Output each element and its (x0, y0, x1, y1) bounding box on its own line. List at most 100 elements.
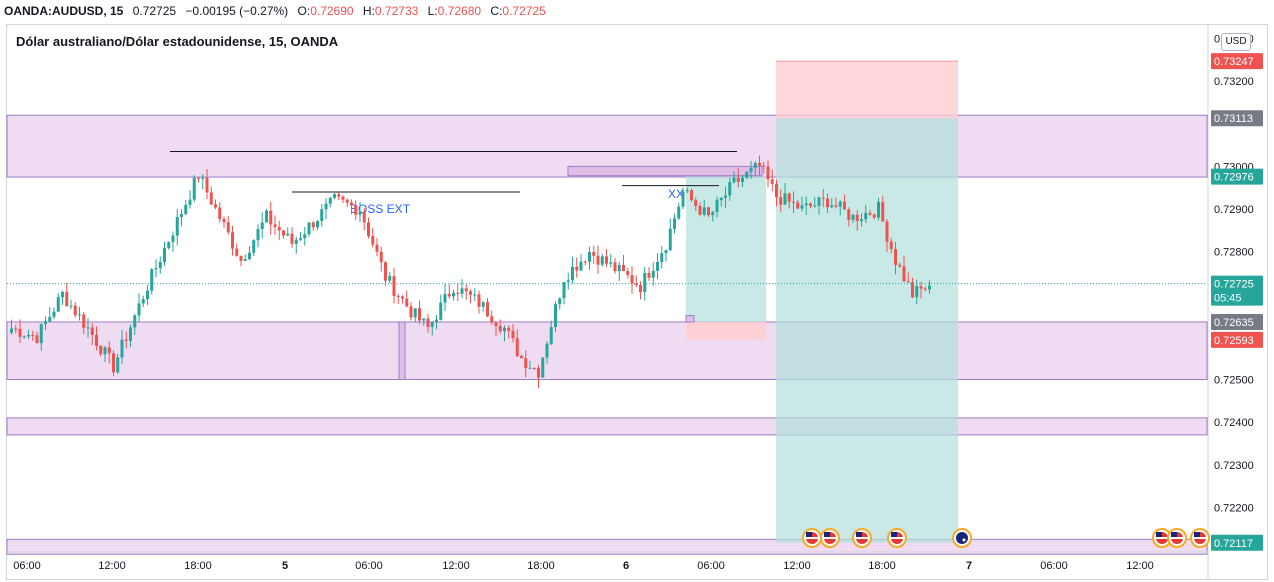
supply-demand-zone (6, 321, 1208, 381)
candle-body (384, 262, 387, 281)
candle-body (35, 335, 39, 344)
candle-body (728, 182, 732, 196)
us-flag-stripe (1171, 537, 1183, 539)
supply-demand-zone (6, 538, 1208, 555)
price-tag-label: 0.73247 (1214, 56, 1254, 68)
time-tick-label: 12:00 (1126, 560, 1154, 572)
candle-body (188, 199, 192, 205)
candle-body (86, 327, 90, 329)
candle-body (566, 280, 570, 283)
candle-body (613, 262, 617, 272)
candle-body (290, 233, 294, 244)
candle-body (367, 222, 370, 236)
candle-body (575, 266, 579, 271)
currency-button[interactable]: USD (1221, 33, 1251, 51)
short-position-stop-zone[interactable] (776, 61, 958, 119)
candle-body (783, 193, 787, 205)
candle-body (677, 206, 681, 219)
candle-body (622, 265, 625, 272)
price-tick-label: 0.72800 (1214, 247, 1254, 259)
long-position-target-zone[interactable] (776, 118, 958, 543)
candle-body (158, 262, 162, 269)
price-tick-label: 0.72300 (1214, 460, 1254, 472)
candle-body (379, 251, 383, 263)
candle-body (715, 200, 719, 212)
candle-body (82, 314, 86, 328)
candle-body (741, 177, 744, 182)
low-value: 0.72680 (437, 4, 482, 18)
candle-body (588, 251, 591, 262)
candle-body (711, 211, 715, 216)
candle-body (664, 250, 668, 254)
symbol-name[interactable]: OANDA:AUDUSD, 15 (4, 4, 124, 18)
candle-body (222, 219, 226, 223)
us-flag-stripe (806, 537, 818, 539)
low-label: L: (427, 4, 438, 18)
candle-body (192, 177, 196, 200)
candle-body (129, 327, 132, 341)
candle-body (320, 209, 324, 221)
time-tick-label: 18:00 (868, 560, 896, 572)
candle-body (294, 239, 298, 244)
candle-body (333, 194, 336, 198)
candle-body (685, 190, 689, 192)
candle-body (779, 197, 783, 205)
close-value: 0.72725 (502, 4, 546, 18)
candle-body (826, 198, 829, 208)
candle-body (214, 204, 217, 208)
candle-body (902, 266, 906, 282)
candle-body (324, 203, 328, 210)
candle-body (209, 192, 213, 205)
price-tick-label: 0.72400 (1214, 417, 1254, 429)
candle-body (928, 285, 931, 290)
candle-body (303, 234, 307, 239)
candle-body (528, 367, 532, 369)
small-short-stop-zone[interactable] (686, 321, 766, 340)
candle-body (804, 203, 808, 206)
candle-body (65, 291, 69, 307)
candle-body (532, 367, 536, 369)
candle-body (311, 222, 315, 228)
us-flag-stripe (891, 537, 903, 539)
supply-demand-zone (6, 417, 1208, 436)
candle-body (265, 210, 268, 223)
time-tick-label: 06:00 (355, 560, 383, 572)
order-block-box[interactable] (567, 165, 763, 177)
price-change: −0.00195 (−0.27%) (185, 4, 289, 18)
candle-body (745, 171, 749, 178)
candle-body (851, 214, 855, 220)
candle-body (775, 183, 778, 198)
candle-body (350, 202, 353, 206)
chart-frame (6, 24, 1268, 580)
candle-body (643, 272, 647, 293)
candle-body (252, 240, 256, 253)
candle-body (388, 276, 392, 281)
small-order-block (685, 315, 695, 323)
candle-body (464, 288, 468, 292)
candle-body (868, 212, 872, 215)
candle-body (473, 294, 477, 296)
candle-body (469, 291, 472, 295)
candle-body (656, 262, 659, 271)
us-flag-canton (806, 532, 812, 537)
candle-body (269, 210, 273, 225)
candle-body (647, 272, 651, 278)
candle-body (507, 327, 511, 331)
candle-body (112, 353, 115, 373)
candle-body (855, 214, 859, 222)
candle-body (354, 205, 358, 215)
candle-body (205, 177, 209, 193)
candle-body (171, 235, 175, 243)
candle-body (235, 248, 239, 256)
price-tag (1211, 110, 1263, 127)
candle-body (889, 241, 893, 250)
candle-body (231, 232, 234, 249)
candle-body (218, 207, 222, 220)
price-tag (1211, 53, 1263, 70)
candle-body (392, 276, 396, 296)
candle-body (668, 228, 672, 251)
candle-body (137, 303, 141, 316)
price-tag-label: 0.72593 (1214, 335, 1254, 347)
candle-body (116, 357, 120, 373)
